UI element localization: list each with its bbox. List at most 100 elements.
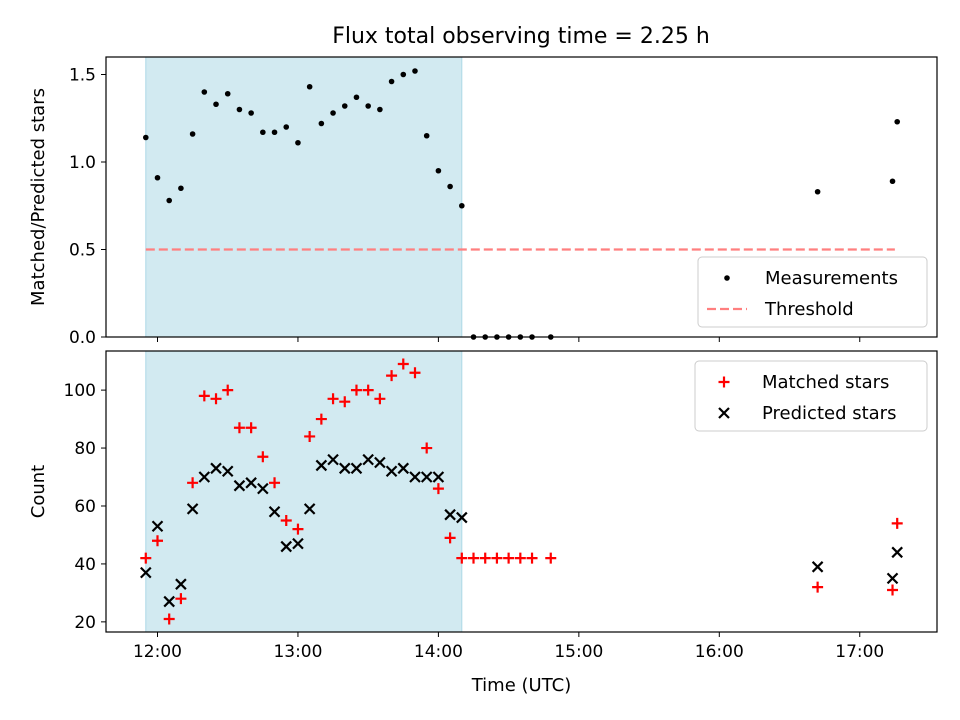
data-point	[315, 413, 327, 425]
data-point	[350, 462, 363, 475]
data-point	[166, 197, 173, 204]
y-tick-label: 0.0	[69, 328, 96, 348]
legend-entry: Measurements	[724, 268, 898, 289]
ratio-panel: 0.0 0.5 1.0 1.5 Matched/Predicted stars Measu…	[28, 56, 938, 348]
x-tick-label: 15:00	[554, 642, 603, 662]
data-point	[283, 124, 290, 130]
y-tick-label: 80	[74, 439, 96, 459]
x-axis-label: Time (UTC)	[471, 675, 572, 696]
data-point	[503, 552, 515, 564]
data-point	[140, 552, 152, 564]
data-point	[233, 422, 245, 434]
data-point	[421, 442, 433, 454]
data-point	[385, 465, 398, 477]
data-point	[889, 178, 896, 185]
data-point	[175, 578, 187, 590]
data-point	[456, 511, 468, 524]
y-tick-label: 60	[74, 497, 96, 517]
legend-label: Predicted stars	[762, 403, 896, 424]
data-point	[374, 456, 386, 469]
data-point	[468, 552, 480, 564]
data-point	[891, 546, 903, 559]
y-tick-label: 100	[64, 381, 96, 401]
data-point	[811, 561, 824, 573]
count-panel: 20 40 60 80 100 12:00 13:00 14:00 15:00 16:00 17:0…	[28, 350, 938, 696]
data-point	[178, 185, 184, 192]
plot-frame	[105, 56, 938, 338]
data-point	[292, 537, 304, 550]
data-point	[814, 188, 821, 195]
data-point	[412, 68, 418, 74]
data-point	[187, 477, 199, 489]
data-point	[341, 103, 348, 109]
data-point	[269, 477, 281, 489]
data-point	[397, 358, 409, 370]
data-point	[186, 503, 199, 515]
data-point	[292, 523, 304, 535]
data-point	[198, 390, 210, 402]
data-point	[257, 451, 269, 463]
data-point	[526, 552, 538, 564]
series-matched-stars	[140, 358, 903, 625]
y-axis-label: Count	[28, 465, 49, 518]
plot-frame	[105, 350, 938, 633]
y-axis-label: Matched/Predicted stars	[28, 88, 49, 306]
data-point	[894, 118, 901, 125]
data-point	[491, 552, 503, 564]
y-tick-label: 20	[74, 613, 96, 633]
data-point	[327, 453, 339, 466]
data-point	[887, 584, 899, 596]
data-point	[456, 552, 468, 564]
data-point	[444, 508, 456, 521]
data-point	[245, 422, 257, 434]
chart-title: Flux total observing time = 2.25 h	[332, 24, 710, 49]
data-point	[213, 101, 219, 108]
data-point	[295, 139, 301, 146]
x-tick-label: 13:00	[273, 642, 322, 662]
data-point	[514, 552, 526, 564]
data-point	[350, 384, 362, 396]
legend-entry: Matched stars	[718, 372, 889, 393]
data-point	[224, 90, 231, 97]
data-point	[388, 78, 395, 85]
data-point	[812, 581, 824, 593]
data-point	[420, 471, 433, 483]
legend-box	[697, 256, 928, 328]
data-point	[304, 430, 316, 442]
data-point	[327, 393, 339, 405]
legend: Matched stars Predicted stars	[694, 360, 928, 432]
data-point	[280, 514, 292, 526]
data-point	[397, 462, 410, 475]
data-point	[151, 535, 163, 547]
x-tick-label: 12:00	[133, 642, 182, 662]
data-point	[409, 367, 421, 379]
data-point	[163, 595, 175, 608]
data-point	[245, 477, 257, 489]
x-tick-label: 14:00	[414, 642, 463, 662]
data-point	[189, 131, 196, 137]
data-point	[362, 384, 374, 396]
data-point	[377, 106, 383, 113]
data-point	[257, 482, 269, 495]
data-point	[210, 393, 222, 405]
data-point	[435, 167, 442, 174]
y-tick-label: 1.0	[69, 153, 96, 173]
x-tick-label: 16:00	[695, 642, 744, 662]
data-point	[260, 129, 266, 136]
legend-marker	[718, 407, 730, 419]
data-point	[280, 540, 293, 553]
data-point	[338, 462, 351, 475]
data-point	[306, 83, 313, 90]
legend: Measurements Threshold	[697, 256, 928, 328]
data-point	[318, 120, 325, 127]
legend-marker	[718, 376, 730, 388]
legend-entry: Predicted stars	[718, 403, 896, 424]
x-tick-label: 17:00	[835, 642, 884, 662]
observing-span	[145, 56, 463, 338]
data-point	[303, 503, 316, 515]
data-point	[339, 396, 351, 408]
legend-box	[694, 360, 928, 432]
data-point	[353, 94, 360, 101]
data-point	[222, 384, 234, 396]
